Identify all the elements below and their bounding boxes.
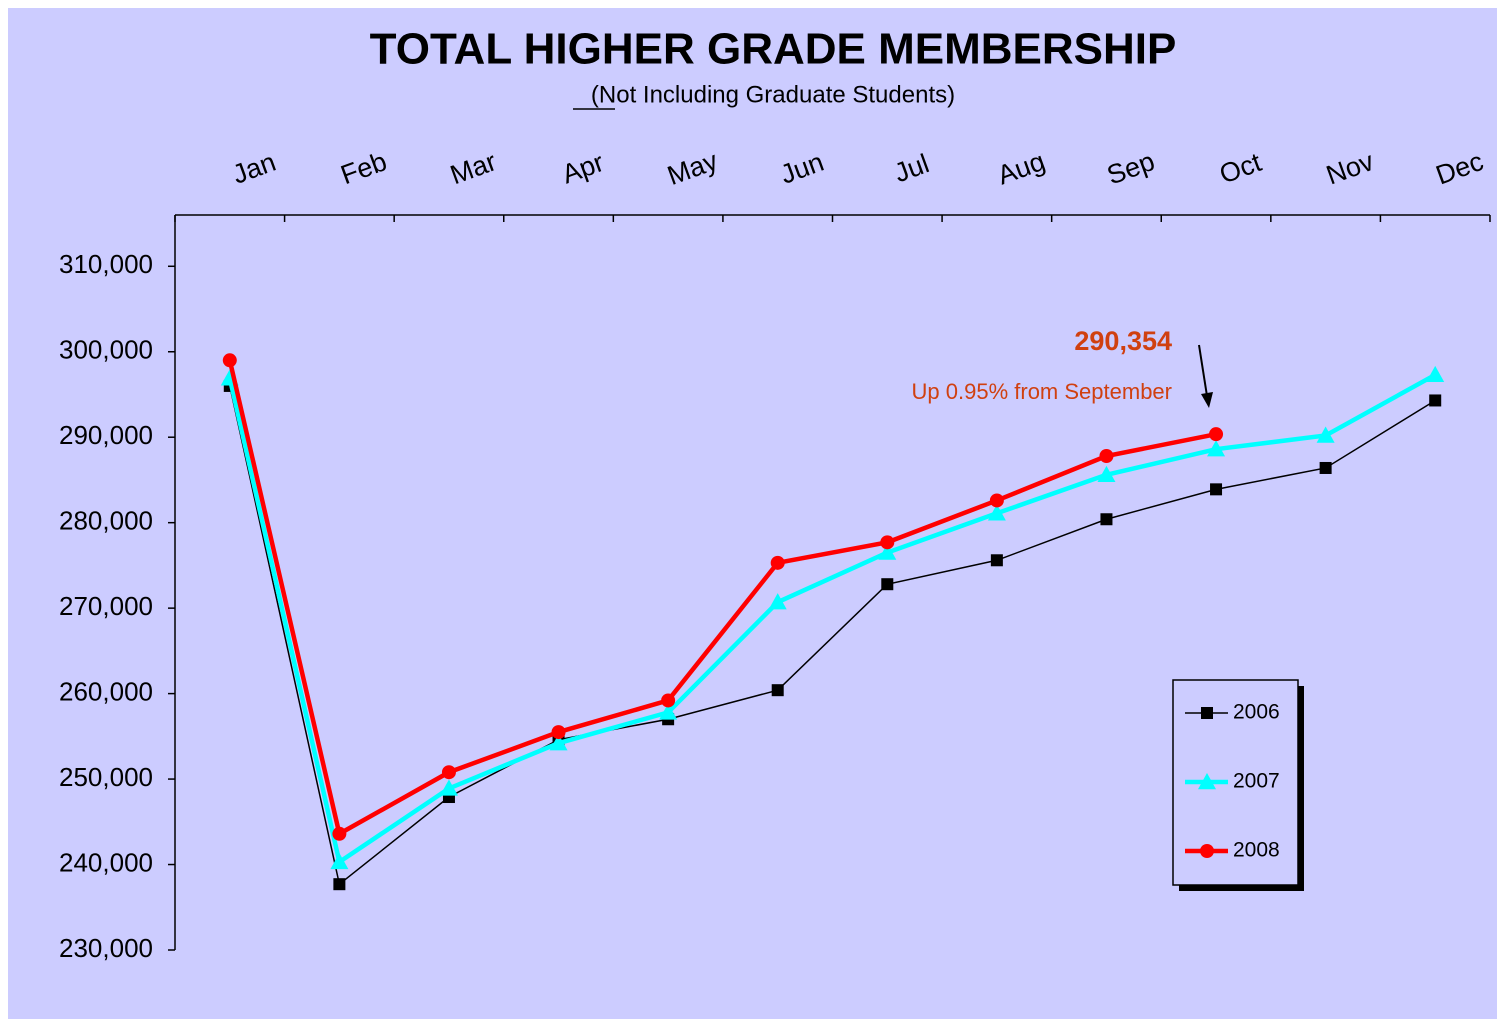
annotation-arrowhead [1201, 392, 1213, 408]
annotation-arrow [1198, 344, 1208, 397]
y-tick-label: 310,000 [59, 249, 153, 279]
point [659, 703, 678, 720]
legend-marker [1201, 707, 1213, 719]
annotation-value: 290,354 [1074, 326, 1172, 356]
point [1209, 427, 1224, 442]
point [771, 684, 784, 697]
y-tick-label: 270,000 [59, 591, 153, 621]
point [881, 578, 894, 591]
point [1316, 426, 1335, 443]
point [1319, 461, 1332, 474]
point [878, 543, 897, 560]
point [333, 878, 346, 891]
y-tick-label: 240,000 [59, 847, 153, 877]
legend-marker [1198, 773, 1216, 790]
point [549, 734, 568, 751]
point [1210, 483, 1223, 496]
y-tick-label: 300,000 [59, 335, 153, 365]
point [661, 693, 676, 708]
point [880, 535, 895, 550]
point [332, 826, 347, 841]
point [1426, 365, 1445, 383]
point [441, 765, 456, 780]
point [439, 779, 458, 796]
legend-label: 2007 [1233, 770, 1280, 793]
point [1099, 449, 1114, 464]
annotation-note: Up 0.95% from September [912, 379, 1172, 404]
legend-label: 2008 [1233, 839, 1280, 862]
chart-subtitle: (Not Including Graduate Students) [591, 81, 955, 108]
y-tick-label: 290,000 [59, 420, 153, 450]
point [989, 493, 1004, 508]
chart-title: TOTAL HIGHER GRADE MEMBERSHIP [370, 25, 1177, 74]
y-tick-label: 280,000 [59, 506, 153, 536]
legend-marker [1200, 844, 1214, 858]
y-tick-label: 250,000 [59, 762, 153, 792]
point [330, 852, 349, 870]
point [770, 555, 785, 570]
legend-label: 2006 [1233, 701, 1280, 724]
point [1207, 440, 1226, 457]
point [1097, 465, 1116, 483]
point [987, 504, 1006, 521]
series-line [227, 359, 1217, 838]
point [990, 554, 1003, 567]
series-line [227, 372, 1437, 866]
point [1429, 394, 1442, 407]
point [551, 725, 566, 740]
series-line [229, 385, 1436, 886]
point [768, 593, 787, 610]
point [222, 353, 237, 368]
y-tick-label: 230,000 [59, 933, 153, 963]
y-tick-label: 260,000 [59, 676, 153, 706]
point [1100, 513, 1113, 526]
